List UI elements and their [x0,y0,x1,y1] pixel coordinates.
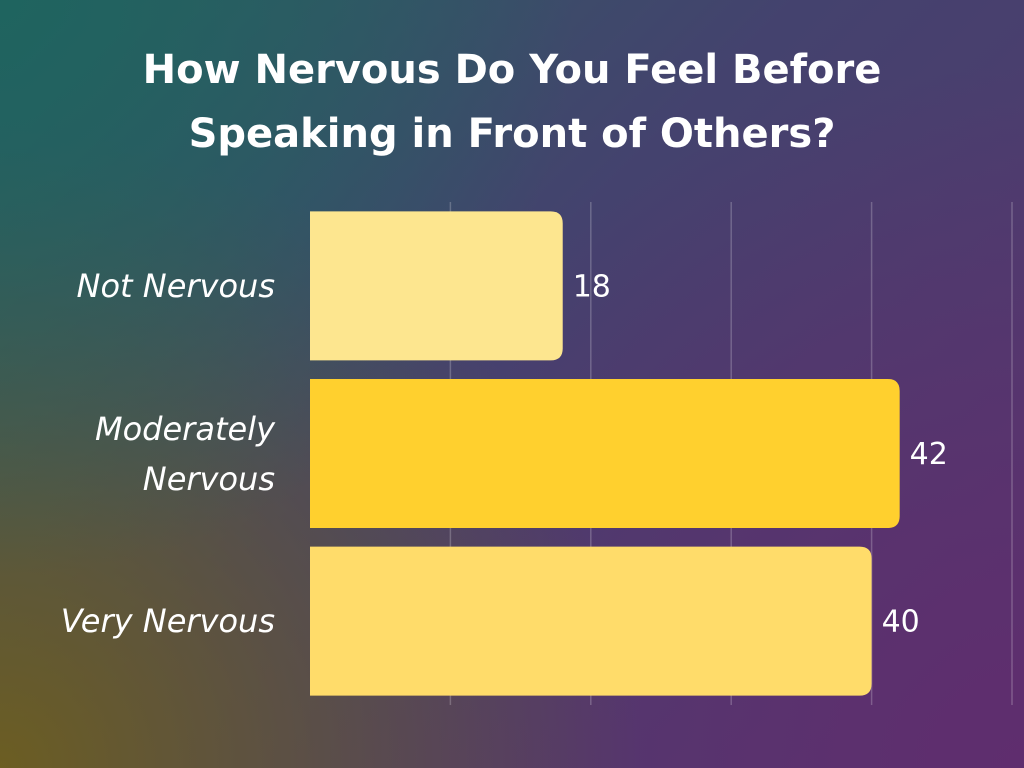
bar [310,211,563,361]
chart-title: How Nervous Do You Feel Before Speaking … [142,47,882,157]
category-label: Not Nervous [76,266,275,305]
bar [310,379,900,528]
value-label: 42 [910,437,948,472]
value-label: 18 [573,269,611,304]
category-label: Moderately Nervous [94,409,275,498]
value-label: 40 [882,605,920,640]
bar [310,546,872,696]
category-label: Very Nervous [60,602,275,641]
